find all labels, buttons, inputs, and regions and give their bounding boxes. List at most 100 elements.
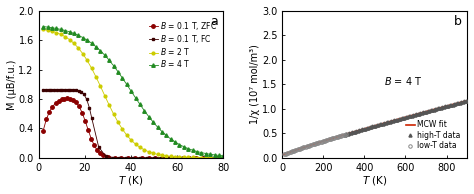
$B$ = 2 T — [185, 156, 191, 158]
$B$ = 4 T — [155, 126, 160, 128]
$B$ = 0.1 T, FC — [57, 88, 63, 91]
$B$ = 2 T — [93, 76, 99, 78]
$B$ = 0.1 T, FC — [117, 157, 122, 159]
$B$ = 2 T — [216, 157, 222, 159]
low-T data — [296, 148, 301, 150]
$B$ = 4 T — [102, 54, 108, 56]
$B$ = 4 T — [172, 141, 178, 143]
Line: low-T data: low-T data — [282, 133, 347, 156]
$B$ = 0.1 T, FC — [137, 157, 143, 159]
$B$ = 2 T — [119, 128, 125, 130]
Legend: MCW fit, high-T data, low-T data: MCW fit, high-T data, low-T data — [405, 120, 461, 151]
$B$ = 2 T — [141, 149, 147, 151]
$B$ = 4 T — [177, 143, 182, 146]
$B$ = 2 T — [58, 33, 64, 36]
MCW fit — [393, 119, 399, 121]
$B$ = 2 T — [150, 152, 156, 154]
$B$ = 2 T — [199, 156, 204, 159]
MCW fit — [280, 153, 286, 156]
$B$ = 0.1 T, ZFC — [105, 156, 111, 158]
$B$ = 0.1 T, ZFC — [88, 137, 94, 140]
low-T data — [336, 135, 342, 138]
$B$ = 0.1 T, FC — [186, 157, 191, 159]
$B$ = 0.1 T, ZFC — [70, 99, 76, 101]
$B$ = 0.1 T, FC — [103, 155, 109, 157]
$B$ = 4 T — [212, 154, 218, 156]
$B$ = 0.1 T, ZFC — [98, 152, 103, 155]
$B$ = 0.1 T, FC — [165, 157, 171, 159]
$B$ = 4 T — [40, 25, 46, 28]
$B$ = 0.1 T, ZFC — [91, 144, 97, 147]
$B$ = 0.1 T, ZFC — [40, 129, 46, 132]
$B$ = 2 T — [208, 157, 213, 159]
$B$ = 0.1 T, ZFC — [132, 157, 138, 159]
$B$ = 4 T — [54, 27, 59, 30]
MCW fit — [389, 120, 395, 122]
$B$ = 0.1 T, ZFC — [214, 157, 219, 159]
$B$ = 2 T — [128, 139, 134, 141]
$B$ = 0.1 T, ZFC — [180, 157, 185, 159]
$B$ = 0.1 T, ZFC — [85, 129, 91, 131]
$B$ = 0.1 T, FC — [70, 89, 76, 91]
$B$ = 4 T — [45, 26, 50, 28]
$B$ = 2 T — [146, 151, 152, 153]
$B$ = 0.1 T, FC — [130, 157, 136, 159]
$B$ = 4 T — [98, 49, 103, 52]
$B$ = 4 T — [111, 65, 117, 67]
$B$ = 0.1 T, ZFC — [112, 156, 118, 159]
$B$ = 0.1 T, ZFC — [159, 157, 165, 159]
$B$ = 0.1 T, ZFC — [207, 157, 213, 159]
$B$ = 2 T — [133, 143, 138, 145]
high-T data — [380, 122, 385, 125]
$B$ = 0.1 T, FC — [214, 157, 219, 159]
$B$ = 0.1 T, FC — [172, 157, 178, 159]
high-T data — [384, 121, 390, 124]
$B$ = 4 T — [199, 152, 204, 154]
$B$ = 0.1 T, ZFC — [153, 157, 158, 159]
$B$ = 0.1 T, ZFC — [118, 157, 124, 159]
$B$ = 4 T — [71, 32, 77, 35]
$B$ = 2 T — [89, 67, 94, 69]
$B$ = 0.1 T, FC — [145, 157, 150, 159]
high-T data — [342, 133, 347, 136]
$B$ = 2 T — [124, 134, 129, 136]
MCW fit — [464, 100, 470, 102]
$B$ = 4 T — [115, 70, 121, 73]
$B$ = 2 T — [159, 154, 165, 156]
$B$ = 2 T — [164, 155, 169, 157]
$B$ = 4 T — [49, 27, 55, 29]
Line: $B$ = 2 T: $B$ = 2 T — [42, 28, 225, 159]
$B$ = 0.1 T, FC — [158, 157, 164, 159]
$B$ = 0.1 T, FC — [179, 157, 185, 159]
$B$ = 2 T — [172, 156, 178, 158]
$B$ = 4 T — [203, 152, 209, 155]
Line: $B$ = 0.1 T, ZFC: $B$ = 0.1 T, ZFC — [41, 97, 225, 159]
$B$ = 0.1 T, ZFC — [53, 102, 58, 104]
$B$ = 0.1 T, ZFC — [73, 101, 79, 104]
$B$ = 4 T — [58, 28, 64, 31]
$B$ = 0.1 T, FC — [51, 88, 57, 91]
$B$ = 4 T — [185, 147, 191, 150]
$B$ = 2 T — [111, 113, 117, 115]
$B$ = 0.1 T, ZFC — [67, 98, 73, 100]
$B$ = 2 T — [49, 30, 55, 32]
$B$ = 0.1 T, ZFC — [193, 157, 199, 159]
$B$ = 0.1 T, FC — [40, 88, 46, 91]
$B$ = 4 T — [128, 90, 134, 92]
$B$ = 4 T — [141, 109, 147, 112]
$B$ = 0.1 T, ZFC — [187, 157, 192, 159]
high-T data — [378, 123, 384, 125]
Text: $B$ = 4 T: $B$ = 4 T — [384, 75, 422, 87]
$B$ = 4 T — [168, 138, 173, 140]
$B$ = 0.1 T, ZFC — [44, 118, 49, 121]
$B$ = 4 T — [159, 130, 165, 133]
Legend: $B$ = 0.1 T, ZFC, $B$ = 0.1 T, FC, $B$ = 2 T, $B$ = 4 T: $B$ = 0.1 T, ZFC, $B$ = 0.1 T, FC, $B$ =… — [148, 19, 218, 70]
$B$ = 2 T — [84, 59, 90, 61]
$B$ = 4 T — [181, 146, 187, 148]
$B$ = 0.1 T, FC — [87, 107, 92, 109]
$B$ = 0.1 T, ZFC — [173, 157, 179, 159]
MCW fit — [281, 153, 287, 156]
$B$ = 2 T — [40, 28, 46, 31]
$B$ = 2 T — [102, 94, 108, 97]
$B$ = 2 T — [45, 29, 50, 31]
